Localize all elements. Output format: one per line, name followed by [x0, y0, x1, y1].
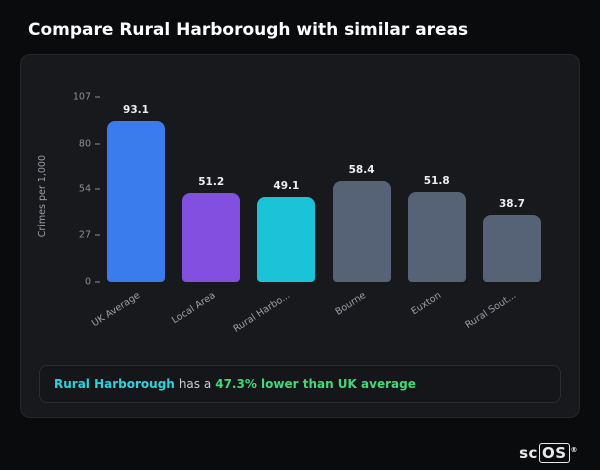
note-highlight-text: 47.3% lower than UK average: [215, 377, 416, 391]
bar-slot: 49.1 Rural Harbo...: [232, 97, 316, 335]
registered-mark-icon: ®: [570, 446, 578, 454]
note-middle-text: has a: [178, 377, 212, 391]
bar-value-label: 58.4: [348, 164, 375, 177]
bar[interactable]: [107, 121, 165, 282]
bars-row: 93.1 UK Average 51.2 Local Area 49.1 Rural Ha…: [90, 97, 545, 335]
bar[interactable]: [332, 181, 391, 282]
bar-value-label: 51.2: [198, 176, 225, 189]
bar-slot: 51.8 Euxton: [407, 97, 466, 317]
y-tick: 107: [73, 92, 103, 103]
bar-chart: 0 27 54 80 107 93.1 UK Average 51.2 Local Area 4…: [73, 92, 545, 335]
logo-suffix: OS: [538, 443, 570, 463]
bar[interactable]: [407, 192, 466, 282]
y-tick: 0: [85, 277, 103, 288]
bar-value-label: 49.1: [273, 180, 300, 193]
x-axis-label: UK Average: [89, 290, 142, 330]
y-axis-ticks: 0 27 54 80 107: [73, 92, 545, 288]
bar-slot: 58.4 Bourne: [332, 97, 391, 318]
page-title: Compare Rural Harborough with similar ar…: [28, 20, 469, 40]
bar[interactable]: [257, 197, 316, 282]
note-area-name: Rural Harborough: [54, 377, 175, 391]
x-axis-label: Local Area: [169, 290, 218, 327]
bar-slot: 93.1 UK Average: [90, 97, 165, 329]
scos-logo: sc OS ®: [519, 443, 578, 463]
x-axis-label: Euxton: [408, 290, 443, 318]
bar-slot: 38.7 Rural Sout...: [463, 97, 541, 331]
bar[interactable]: [182, 193, 241, 282]
logo-prefix: sc: [519, 444, 538, 462]
y-axis-title: Crimes per 1,000: [37, 155, 48, 238]
y-tick: 80: [79, 138, 103, 149]
y-tick: 27: [79, 230, 103, 241]
bar-slot: 51.2 Local Area: [170, 97, 241, 326]
y-tick: 54: [79, 183, 103, 194]
bar-value-label: 51.8: [423, 175, 450, 188]
x-axis-label: Bourne: [333, 290, 368, 318]
bar-value-label: 38.7: [498, 198, 525, 211]
bar[interactable]: [482, 215, 541, 282]
x-axis-label: Rural Sout...: [463, 290, 518, 331]
summary-note: Rural Harborough has a 47.3% lower than UK…: [39, 365, 561, 403]
chart-card: Crimes per 1,000 0 27 54 80 107 93.1 UK Avera…: [20, 54, 580, 418]
bar-value-label: 93.1: [123, 104, 149, 117]
x-axis-label: Rural Harbo...: [231, 290, 293, 335]
